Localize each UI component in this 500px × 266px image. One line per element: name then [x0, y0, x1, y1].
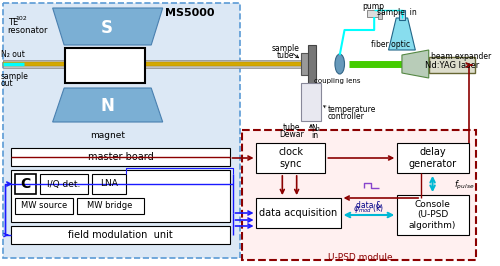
- Text: C: C: [20, 177, 31, 191]
- Text: in: in: [311, 131, 318, 140]
- Bar: [40, 174, 88, 194]
- Bar: [3, 60, 304, 68]
- Text: resonator: resonator: [8, 26, 48, 35]
- Text: delay
generator: delay generator: [408, 147, 457, 169]
- Polygon shape: [52, 8, 162, 45]
- Text: sample: sample: [1, 72, 29, 81]
- Bar: [378, 8, 382, 19]
- Text: MS5000: MS5000: [164, 8, 214, 18]
- Text: $f_{pulse}$: $f_{pulse}$: [454, 179, 474, 192]
- Bar: [256, 198, 340, 228]
- Bar: [76, 198, 144, 214]
- Bar: [12, 226, 230, 244]
- Text: sample: sample: [271, 44, 299, 53]
- Polygon shape: [402, 50, 428, 78]
- Text: 102: 102: [16, 16, 27, 21]
- Polygon shape: [52, 88, 162, 122]
- Text: out: out: [1, 79, 14, 88]
- Bar: [92, 174, 126, 194]
- Text: coupling lens: coupling lens: [314, 78, 360, 84]
- Text: TE: TE: [8, 18, 18, 27]
- Text: Console
(U-PSD
algorithm): Console (U-PSD algorithm): [409, 200, 457, 230]
- Text: S: S: [101, 19, 113, 37]
- Text: tube: tube: [276, 51, 294, 60]
- Bar: [302, 53, 315, 75]
- Bar: [308, 45, 316, 83]
- Text: data acquisition: data acquisition: [260, 208, 338, 218]
- Text: MW bridge: MW bridge: [88, 202, 132, 210]
- Text: temperature: temperature: [328, 105, 376, 114]
- Polygon shape: [388, 18, 415, 50]
- Text: data &: data &: [356, 201, 382, 210]
- Bar: [397, 195, 469, 235]
- Bar: [397, 143, 469, 173]
- Text: U-PSD module: U-PSD module: [328, 253, 392, 262]
- Text: I/Q det.: I/Q det.: [48, 180, 81, 189]
- Bar: [16, 174, 36, 194]
- Text: beam expander: beam expander: [430, 52, 491, 61]
- Text: Dewar: Dewar: [280, 130, 304, 139]
- Bar: [399, 10, 405, 20]
- Bar: [12, 148, 230, 166]
- Text: master board: master board: [88, 152, 154, 162]
- Text: tube: tube: [283, 123, 300, 132]
- Text: N₂: N₂: [311, 124, 320, 133]
- Text: field modulation  unit: field modulation unit: [68, 230, 173, 240]
- Bar: [3, 3, 240, 258]
- Bar: [368, 10, 381, 17]
- Text: sample  in: sample in: [378, 8, 417, 17]
- Ellipse shape: [335, 54, 344, 74]
- Bar: [256, 143, 326, 173]
- Bar: [3, 62, 304, 66]
- Bar: [16, 198, 72, 214]
- Text: MW source: MW source: [21, 202, 67, 210]
- Text: pump: pump: [362, 2, 384, 11]
- Text: Nd:YAG laser: Nd:YAG laser: [424, 60, 479, 69]
- Text: $\varphi_{mod}$ (k): $\varphi_{mod}$ (k): [353, 202, 384, 215]
- Text: controller: controller: [328, 112, 364, 121]
- Bar: [12, 170, 230, 222]
- Text: fiber optic: fiber optic: [371, 40, 410, 49]
- Text: LNA: LNA: [100, 180, 118, 189]
- Bar: [428, 57, 474, 73]
- Bar: [302, 83, 320, 121]
- Text: magnet: magnet: [90, 131, 124, 140]
- Text: N₂ out: N₂ out: [1, 50, 25, 59]
- Bar: [242, 130, 476, 260]
- Bar: [65, 48, 146, 83]
- Text: N: N: [100, 97, 114, 115]
- Text: clock
sync: clock sync: [278, 147, 303, 169]
